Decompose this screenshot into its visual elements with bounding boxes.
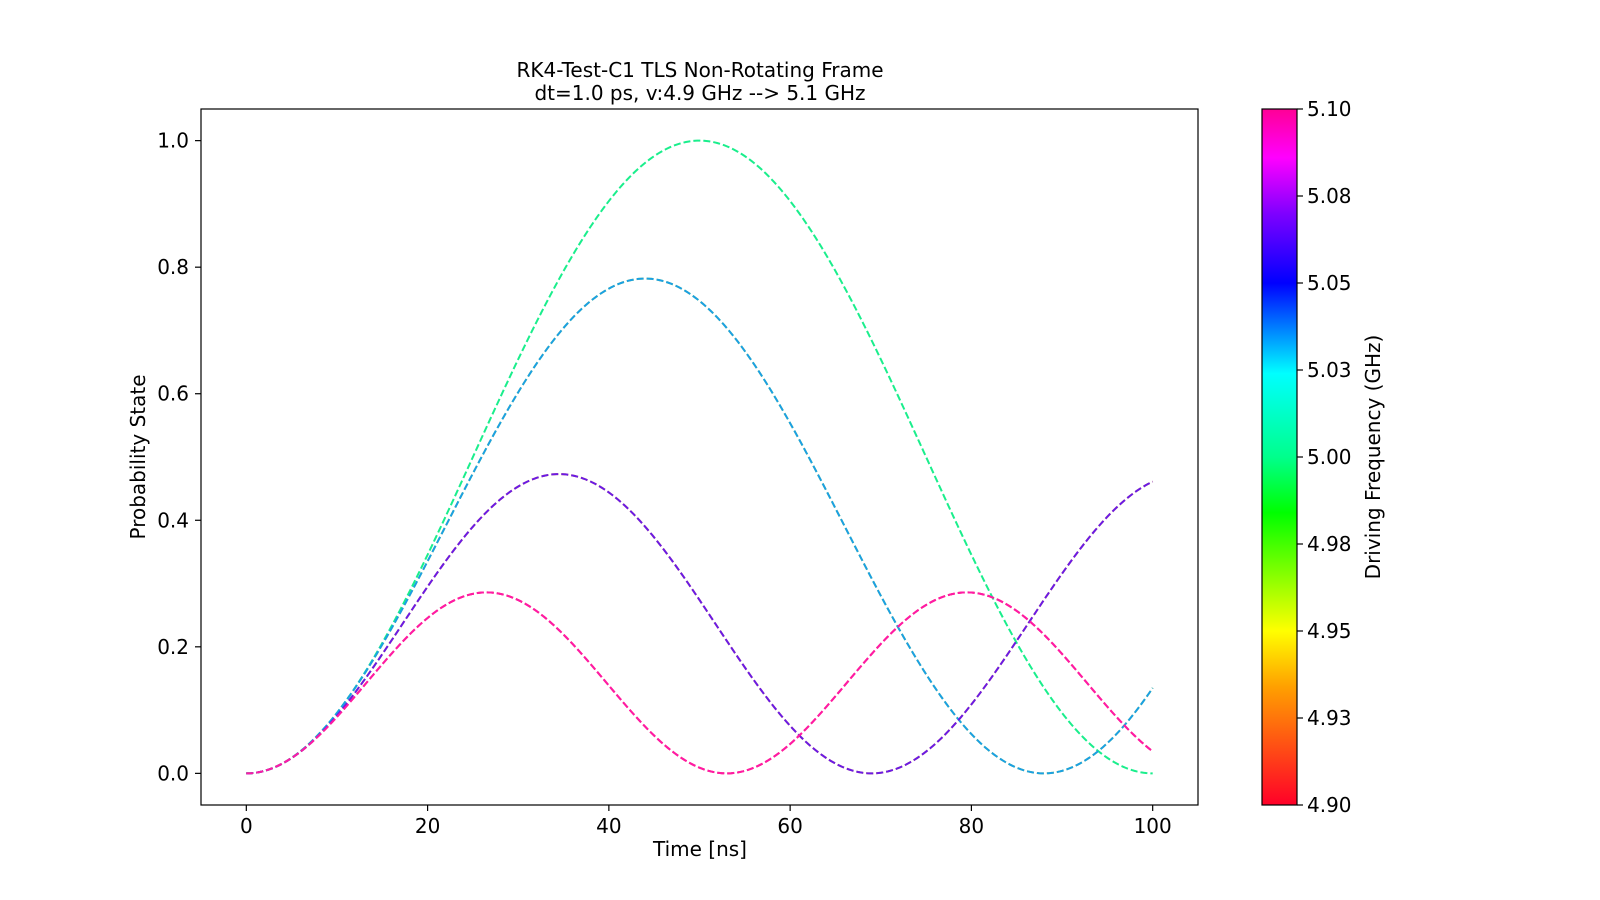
series-line-5-10-ghz [246,591,1154,775]
x-axis-label: Time [ns] [652,837,747,861]
series-line-5-00-ghz [246,139,1153,775]
x-tick-label: 0 [240,814,253,838]
colorbar-tick-label: 4.93 [1307,706,1352,730]
colorbar-tick-label: 5.00 [1307,445,1352,469]
x-tick-label: 60 [777,814,802,838]
series-line-4-90-ghz [246,591,1154,775]
series-line-4-95-ghz [246,277,1154,775]
chart-subtitle: dt=1.0 ps, v:4.9 GHz --> 5.1 GHz [534,81,865,105]
colorbar-tick-label: 4.90 [1307,793,1352,817]
y-axis-ticks: 0.0 0.2 0.4 0.6 0.8 1.0 [157,129,201,785]
y-tick-label: 0.4 [157,508,189,532]
plot-series-group [246,139,1154,775]
series-line-5-08-ghz [246,473,1154,775]
series-line-5-05-ghz [246,277,1154,775]
y-axis-label: Probability State [126,374,150,539]
y-tick-label: 0.2 [157,635,189,659]
y-tick-label: 1.0 [157,129,189,153]
x-tick-label: 20 [415,814,440,838]
x-tick-label: 100 [1134,814,1172,838]
colorbar-tick-label: 5.05 [1307,271,1352,295]
colorbar-label: Driving Frequency (GHz) [1361,335,1385,580]
x-tick-label: 80 [959,814,984,838]
colorbar-ticks: 4.90 4.93 4.95 4.98 5.00 5.03 5.05 5.08 5.10 [1297,97,1352,817]
colorbar-tick-label: 5.10 [1307,97,1352,121]
colorbar [1261,108,1298,806]
y-tick-label: 0.8 [157,255,189,279]
colorbar-tick-label: 4.95 [1307,619,1352,643]
colorbar-tick-label: 5.08 [1307,184,1352,208]
plot-area-frame [200,108,1199,806]
y-tick-label: 0.0 [157,761,189,785]
x-axis-ticks: 0 20 40 60 80 100 [240,805,1172,838]
y-tick-label: 0.6 [157,382,189,406]
chart-title: RK4-Test-C1 TLS Non-Rotating Frame [516,58,883,82]
x-tick-label: 40 [596,814,621,838]
series-line-4-93-ghz [246,473,1154,775]
colorbar-tick-label: 5.03 [1307,358,1352,382]
colorbar-tick-label: 4.98 [1307,532,1352,556]
